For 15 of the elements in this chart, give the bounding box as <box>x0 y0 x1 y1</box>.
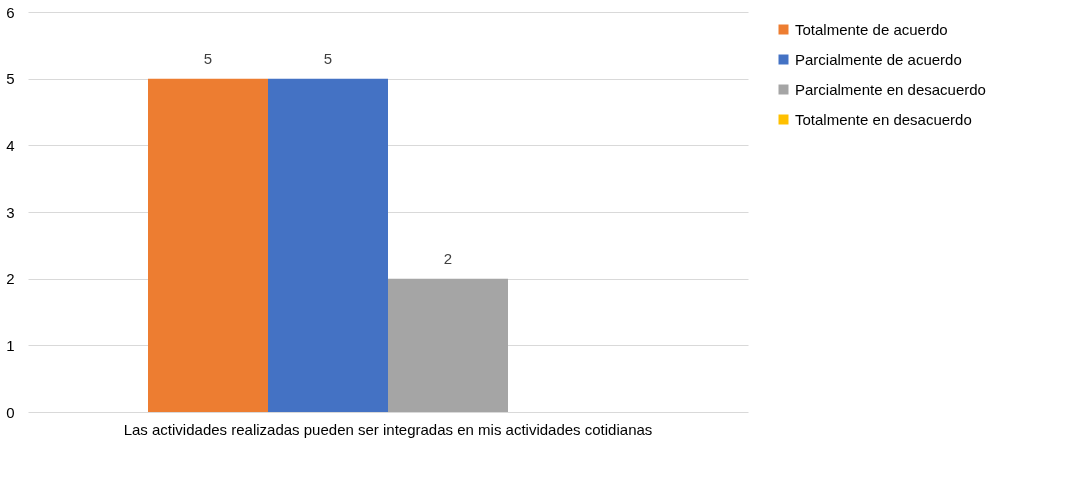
y-tick-label: 3 <box>6 203 15 221</box>
y-tick-label: 5 <box>6 70 15 88</box>
legend-label: Totalmente en desacuerdo <box>795 110 972 128</box>
data-label: 2 <box>443 249 453 267</box>
y-tick-label: 4 <box>6 136 15 154</box>
x-tick-label: Las actividades realizadas pueden ser integradas en mis actividades cotidianas <box>123 420 653 438</box>
legend-label: Parcialmente de acuerdo <box>795 50 962 68</box>
data-label: 5 <box>203 49 213 67</box>
legend-label: Totalmente de acuerdo <box>795 20 948 38</box>
y-tick-label: 6 <box>6 3 15 21</box>
y-tick-label: 0 <box>6 403 15 421</box>
legend-label: Parcialmente en desacuerdo <box>795 80 986 98</box>
y-tick-label: 2 <box>6 270 15 288</box>
data-label: 5 <box>323 49 333 67</box>
y-tick-label: 1 <box>6 336 15 354</box>
